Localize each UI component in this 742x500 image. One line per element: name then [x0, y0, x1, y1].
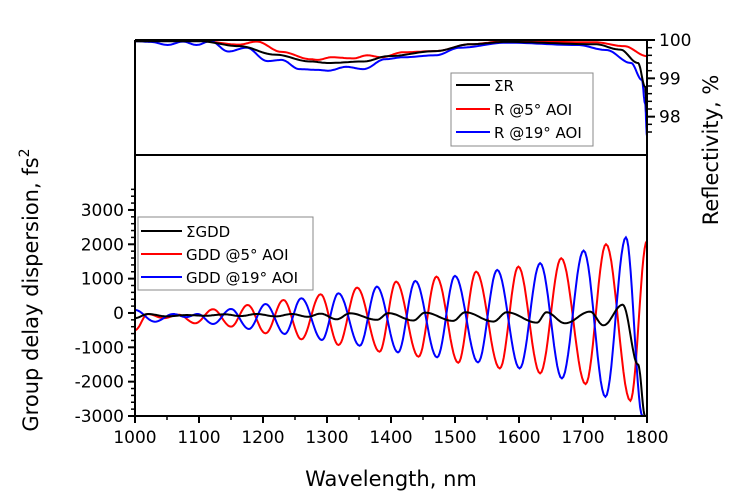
y-tick-label: 0	[113, 304, 124, 324]
top-panel-curves	[135, 40, 647, 137]
right-y-tick-label: 99	[659, 69, 681, 89]
y-tick-label: 1000	[81, 270, 124, 290]
series-line-sum-gdd	[135, 303, 646, 416]
series-line-r-19deg	[135, 40, 647, 137]
y-tick-label: -3000	[75, 407, 124, 427]
series-line-gdd-19deg	[135, 235, 644, 416]
legend-label-r5: R @5° AOI	[494, 101, 572, 119]
y-tick-label: -1000	[75, 338, 124, 358]
x-tick-label: 1500	[433, 428, 476, 448]
legend-label-gdd19: GDD @19° AOI	[186, 269, 298, 287]
right-y-tick-label: 98	[659, 108, 681, 128]
x-tick-label: 1400	[369, 428, 412, 448]
x-tick-label: 1700	[561, 428, 604, 448]
right-y-axis-label: Reflectivity, %	[699, 75, 723, 226]
x-tick-label: 1800	[625, 428, 668, 448]
series-line-sum-r	[135, 40, 647, 114]
legend-label-gdd5: GDD @5° AOI	[186, 246, 289, 264]
left-y-axis-label-superscript: 2	[17, 148, 33, 157]
y-tick-label: -2000	[75, 373, 124, 393]
x-tick-label: 1100	[177, 428, 220, 448]
right-y-tick-label: 100	[659, 31, 691, 51]
x-axis-label: Wavelength, nm	[305, 467, 477, 491]
x-tick-label: 1000	[113, 428, 156, 448]
legend-label-r19: R @19° AOI	[494, 124, 582, 142]
left-y-axis-label-text: Group delay dispersion, fs	[19, 157, 43, 431]
legend-label-sum-r: ΣR	[494, 77, 514, 95]
y-tick-label: 2000	[81, 235, 124, 255]
x-tick-label: 1200	[241, 428, 284, 448]
left-y-axis-label: Group delay dispersion, fs2	[17, 148, 43, 431]
legend-label-sum-gdd: ΣGDD	[186, 223, 230, 241]
top-legend: ΣR R @5° AOI R @19° AOI	[450, 72, 594, 147]
axes: 1000 1100 1200 1300 1400 1500 1600 1700 1800-300…	[75, 31, 692, 448]
y-tick-label: 3000	[81, 201, 124, 221]
x-tick-label: 1600	[497, 428, 540, 448]
bottom-legend: ΣGDD GDD @5° AOI GDD @19° AOI	[137, 216, 314, 291]
x-tick-label: 1300	[305, 428, 348, 448]
bottom-panel-curves	[135, 235, 647, 416]
